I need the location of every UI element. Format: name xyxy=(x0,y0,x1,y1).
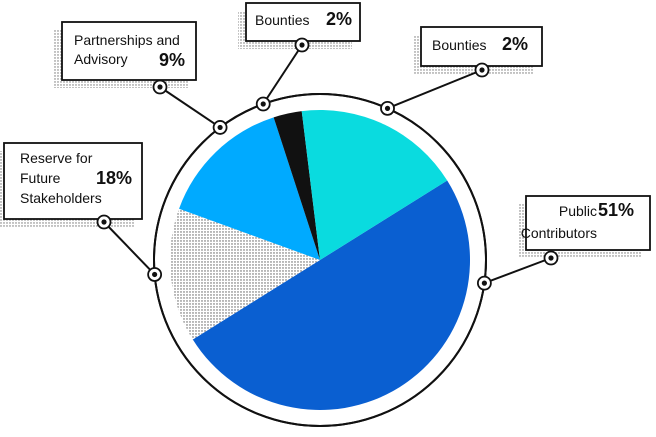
callout-marker-ring-dot-bounties-5 xyxy=(384,105,391,111)
callout-leader-public-contributors-1 xyxy=(484,257,552,285)
callout-leader-reserve-for-future-stakeholders-2 xyxy=(103,221,156,276)
callout-marker-box-dot-bounties-5 xyxy=(479,67,485,73)
slice-label-partnerships-and-advisory-3: Partnerships and Advisory xyxy=(74,32,180,67)
slice-value-reserve-for-future-stakeholders-2: 18% xyxy=(96,168,132,188)
callout-box-reserve-for-future-stakeholders-2 xyxy=(3,142,143,220)
pie-outer-ring-outline xyxy=(153,93,487,427)
callout-marker-box-dot-bounties-4 xyxy=(299,42,305,48)
slice-value-bounties-4: 2% xyxy=(326,9,352,29)
callout-marker-box-dot-partnerships-and-advisory-3 xyxy=(157,84,163,90)
callout-box-bounties-5 xyxy=(420,26,543,67)
slice-label-bounties-4: Bounties xyxy=(255,12,309,28)
callout-leader-partnerships-and-advisory-3 xyxy=(159,86,221,129)
pie-slice-bounties-4 xyxy=(273,111,320,261)
slice-value-bounties-5: 2% xyxy=(502,34,528,54)
callout-marker-ring-dot-bounties-4 xyxy=(260,101,266,107)
callout-box-public-contributors-1 xyxy=(525,195,651,251)
callout-leader-bounties-5 xyxy=(387,69,483,110)
pie-slices xyxy=(153,93,487,427)
callout-box-partnerships-and-advisory-3 xyxy=(61,21,197,81)
callout-marker-ring-dot-public-contributors-1 xyxy=(481,280,487,286)
callout-leader-bounties-4 xyxy=(262,44,303,105)
pie-slice-partnerships-and-advisory-3 xyxy=(179,117,320,260)
slice-value-public-contributors-1: 51% xyxy=(598,200,634,220)
callout-marker-ring-dot-partnerships-and-advisory-3 xyxy=(217,124,223,131)
slice-label-reserve-for-future-stakeholders-2: Reserve for Future Stakeholders xyxy=(20,150,102,206)
callout-marker-box-dot-public-contributors-1 xyxy=(548,255,554,261)
slice-value-partnerships-and-advisory-3: 9% xyxy=(159,50,185,70)
pie-slice-reserve-for-future-stakeholders-2 xyxy=(170,208,320,340)
pie-slice-bounties-5 xyxy=(301,110,448,260)
callout-marker-box-dot-reserve-for-future-stakeholders-2 xyxy=(101,219,107,225)
pie-slice-public-contributors-1 xyxy=(192,180,471,411)
slice-label-bounties-5: Bounties xyxy=(432,37,486,53)
slice-label-public-contributors-1: Public Contributors xyxy=(521,203,597,241)
callout-marker-ring-dot-reserve-for-future-stakeholders-2 xyxy=(152,271,158,278)
